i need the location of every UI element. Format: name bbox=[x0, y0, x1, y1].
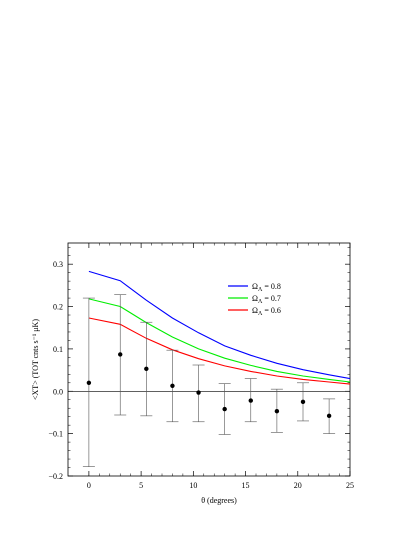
x-tick-label: 15 bbox=[242, 481, 250, 490]
data-points bbox=[86, 352, 332, 419]
data-point bbox=[300, 399, 306, 405]
legend-label-1: ΩΛ = 0.7 bbox=[252, 294, 281, 305]
y-axis-ticks: −0.2 −0.1 0.0 0.1 0.2 0.3 bbox=[48, 246, 350, 481]
y-axis-label: <XT> (TOT cnts s⁻¹ μK) bbox=[31, 319, 40, 400]
x-tick-label: 25 bbox=[346, 481, 354, 490]
x-tick-label: 20 bbox=[294, 481, 302, 490]
y-tick-label: −0.1 bbox=[48, 430, 63, 439]
data-point bbox=[86, 380, 92, 385]
legend: ΩΛ = 0.8ΩΛ = 0.7ΩΛ = 0.6 bbox=[228, 282, 281, 317]
x-axis-ticks: 0 5 10 15 20 25 bbox=[87, 243, 354, 490]
series-line-1 bbox=[88, 298, 351, 383]
y-tick-label: 0.3 bbox=[53, 260, 63, 269]
x-tick-label: 0 bbox=[87, 481, 91, 490]
y-tick-label: −0.2 bbox=[48, 472, 63, 481]
data-point bbox=[326, 413, 332, 419]
y-tick-label: 0.0 bbox=[53, 387, 63, 396]
data-point bbox=[144, 366, 149, 372]
data-point bbox=[170, 383, 175, 388]
plot-frame bbox=[67, 242, 351, 477]
y-tick-label: 0.1 bbox=[53, 345, 63, 354]
data-point bbox=[274, 408, 280, 414]
x-tick-label: 5 bbox=[139, 481, 143, 490]
y-tick-label: 0.2 bbox=[53, 303, 63, 312]
model-curves bbox=[88, 270, 351, 385]
x-axis-label: θ (degrees) bbox=[201, 496, 237, 505]
legend-label-2: ΩΛ = 0.6 bbox=[252, 306, 281, 317]
x-tick-label: 10 bbox=[189, 481, 197, 490]
data-point bbox=[248, 398, 253, 403]
data-point bbox=[118, 352, 123, 357]
data-point bbox=[196, 390, 201, 395]
plot-border bbox=[67, 242, 351, 477]
error-bars bbox=[82, 294, 336, 467]
data-point bbox=[222, 406, 227, 412]
series-line-2 bbox=[88, 317, 351, 385]
series-line-0 bbox=[88, 270, 351, 380]
legend-label-0: ΩΛ = 0.8 bbox=[252, 282, 281, 293]
